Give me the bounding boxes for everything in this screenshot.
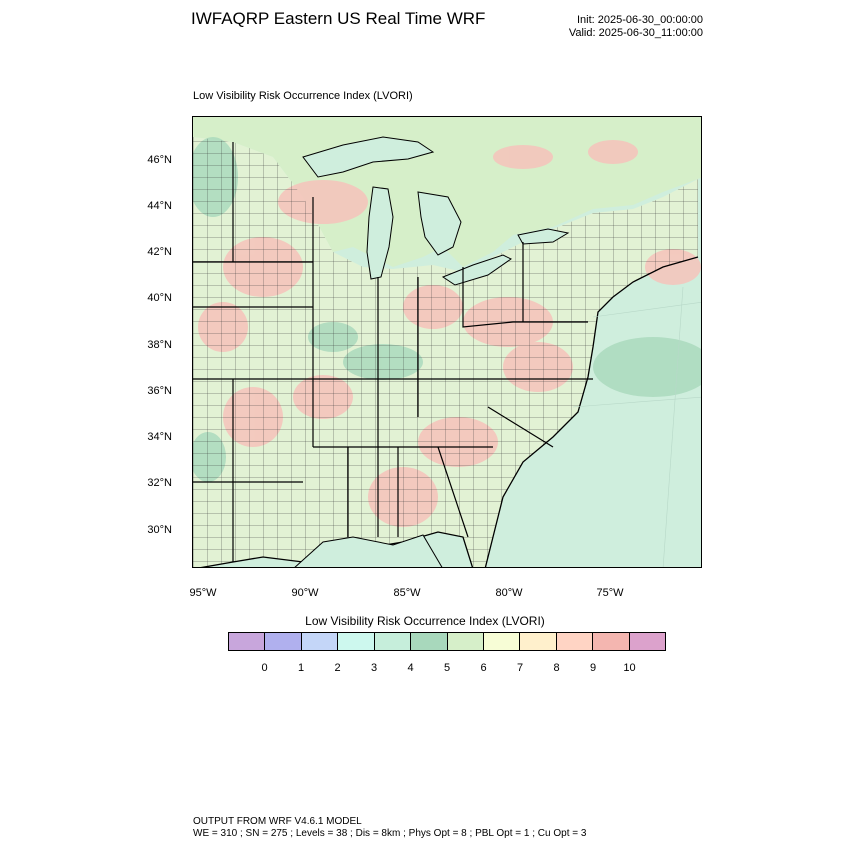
lvori-map — [193, 117, 701, 567]
colorbar-label: 5 — [443, 662, 451, 674]
colorbar-label: 0 — [261, 662, 268, 674]
colorbar-box — [447, 633, 484, 650]
colorbar-box — [301, 633, 339, 650]
colorbar-box — [593, 633, 630, 650]
lat-label: 32°N — [147, 477, 172, 489]
colorbar-label: 1 — [297, 662, 305, 674]
colorbar-label: 10 — [623, 662, 636, 674]
colorbar-box — [265, 633, 302, 650]
lat-label: 30°N — [147, 524, 172, 536]
lat-label: 46°N — [147, 154, 172, 166]
lon-label: 95°W — [189, 587, 217, 599]
field-title: Low Visibility Risk Occurrence Index (LV… — [193, 90, 413, 102]
colorbar-box — [338, 633, 375, 650]
coastline — [484, 256, 699, 567]
main-title: IWFAQRP Eastern US Real Time WRF — [191, 9, 486, 28]
colorbar-label: 3 — [370, 662, 378, 674]
map-panel — [192, 116, 702, 568]
colorbar-box — [229, 633, 266, 650]
init-time: Init: 2025-06-30_00:00:00 — [577, 14, 703, 26]
model-info-line-1: OUTPUT FROM WRF V4.6.1 MODEL — [193, 816, 362, 827]
lat-label: 38°N — [147, 339, 172, 351]
lat-label: 44°N — [147, 200, 172, 212]
model-info-line-2: WE = 310 ; SN = 275 ; Levels = 38 ; Dis … — [193, 828, 587, 839]
colorbar-box — [483, 633, 521, 650]
colorbar-label: 7 — [516, 662, 524, 674]
lake-superior — [302, 136, 435, 178]
great-lakes — [302, 136, 570, 286]
lake-michigan — [366, 186, 394, 280]
colorbar-label: 9 — [589, 662, 597, 674]
graticule — [572, 286, 701, 567]
county-boundaries — [193, 137, 698, 567]
colorbar-label: 8 — [553, 662, 560, 674]
lat-label: 40°N — [147, 292, 172, 304]
lake-huron — [417, 191, 462, 256]
colorbar-box — [411, 633, 448, 650]
lat-label: 42°N — [147, 246, 172, 258]
legend-title: Low Visibility Risk Occurrence Index (LV… — [305, 614, 545, 628]
lon-label: 75°W — [596, 587, 624, 599]
colorbar-label: 6 — [480, 662, 487, 674]
valid-time: Valid: 2025-06-30_11:00:00 — [568, 27, 703, 39]
colorbar-box — [520, 633, 557, 650]
colorbar-box — [629, 633, 666, 650]
lake-erie — [441, 254, 512, 286]
lon-label: 85°W — [393, 587, 421, 599]
lon-label: 90°W — [291, 587, 319, 599]
gulf-water — [294, 534, 443, 567]
state-boundaries — [193, 142, 593, 562]
colorbar-label: 4 — [407, 662, 414, 674]
colorbar-label: 2 — [334, 662, 341, 674]
colorbar-box — [374, 633, 412, 650]
lake-ontario — [517, 228, 570, 245]
lon-label: 80°W — [495, 587, 523, 599]
colorbar — [228, 632, 666, 651]
colorbar-box — [556, 633, 594, 650]
lat-label: 36°N — [147, 385, 172, 397]
lat-label: 34°N — [147, 431, 172, 443]
